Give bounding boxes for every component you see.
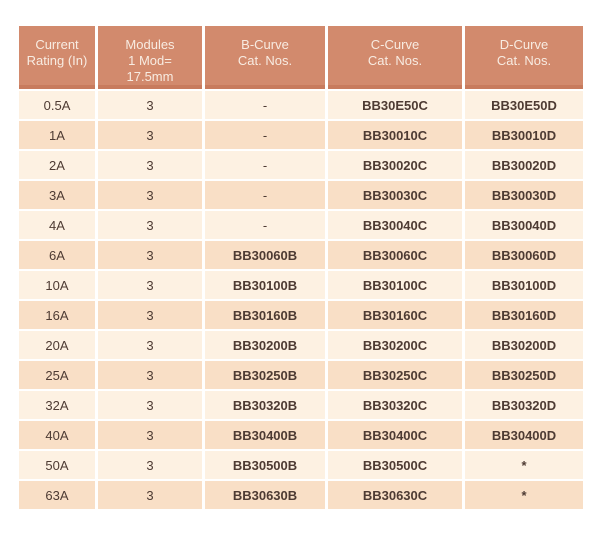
table-cell: BB30630B xyxy=(205,481,325,509)
table-cell: 63A xyxy=(19,481,95,509)
table-cell: BB30060C xyxy=(328,241,462,269)
table-cell: - xyxy=(205,121,325,149)
table-cell: BB30320D xyxy=(465,391,583,419)
table-cell: BB30400C xyxy=(328,421,462,449)
table-cell: BB30060B xyxy=(205,241,325,269)
table-cell: 3 xyxy=(98,241,202,269)
table-cell: BB30040C xyxy=(328,211,462,239)
table-cell: 0.5A xyxy=(19,91,95,119)
table-cell: 3 xyxy=(98,451,202,479)
table-cell: BB30E50D xyxy=(465,91,583,119)
table-cell: BB30E50C xyxy=(328,91,462,119)
table-cell: BB30160D xyxy=(465,301,583,329)
table-cell: - xyxy=(205,181,325,209)
table-cell: 3 xyxy=(98,481,202,509)
table-cell: 3A xyxy=(19,181,95,209)
table-cell: BB30320B xyxy=(205,391,325,419)
table-cell: 3 xyxy=(98,271,202,299)
table-cell: BB30320C xyxy=(328,391,462,419)
table-cell: BB30040D xyxy=(465,211,583,239)
table-cell: BB30100C xyxy=(328,271,462,299)
table-cell: BB30630C xyxy=(328,481,462,509)
column-header-d-curve: D-Curve Cat. Nos. xyxy=(465,26,583,89)
table-cell: BB30250C xyxy=(328,361,462,389)
table-cell: 3 xyxy=(98,211,202,239)
table-cell: 3 xyxy=(98,421,202,449)
column-header-c-curve: C-Curve Cat. Nos. xyxy=(328,26,462,89)
table-cell: 3 xyxy=(98,391,202,419)
table-cell: 3 xyxy=(98,91,202,119)
table-cell: 32A xyxy=(19,391,95,419)
table-cell: 6A xyxy=(19,241,95,269)
table-cell: 3 xyxy=(98,121,202,149)
table-cell: 40A xyxy=(19,421,95,449)
table-cell: 25A xyxy=(19,361,95,389)
table-cell: BB30030C xyxy=(328,181,462,209)
table-cell: BB30010C xyxy=(328,121,462,149)
table-cell: 16A xyxy=(19,301,95,329)
table-cell: 3 xyxy=(98,151,202,179)
table-cell: BB30020C xyxy=(328,151,462,179)
table-cell: - xyxy=(205,151,325,179)
table-cell: BB30250D xyxy=(465,361,583,389)
catalog-table: Current Rating (In) Modules 1 Mod= 17.5m… xyxy=(19,26,583,509)
column-header-current-rating: Current Rating (In) xyxy=(19,26,95,89)
table-cell: BB30100B xyxy=(205,271,325,299)
table-cell: BB30250B xyxy=(205,361,325,389)
table-cell: BB30160B xyxy=(205,301,325,329)
table-cell: 1A xyxy=(19,121,95,149)
table-cell: BB30200B xyxy=(205,331,325,359)
table-cell: BB30100D xyxy=(465,271,583,299)
table-cell: BB30200C xyxy=(328,331,462,359)
table-cell: 3 xyxy=(98,331,202,359)
column-header-modules: Modules 1 Mod= 17.5mm xyxy=(98,26,202,89)
table-cell: BB30020D xyxy=(465,151,583,179)
table-cell: BB30060D xyxy=(465,241,583,269)
table-cell: - xyxy=(205,211,325,239)
table-cell: BB30200D xyxy=(465,331,583,359)
table-cell: * xyxy=(465,481,583,509)
table-cell: BB30160C xyxy=(328,301,462,329)
table-cell: 4A xyxy=(19,211,95,239)
table-cell: 3 xyxy=(98,301,202,329)
table-cell: - xyxy=(205,91,325,119)
table-cell: 10A xyxy=(19,271,95,299)
catalog-table-grid: Current Rating (In) Modules 1 Mod= 17.5m… xyxy=(19,26,583,509)
table-cell: BB30030D xyxy=(465,181,583,209)
table-cell: BB30400D xyxy=(465,421,583,449)
table-cell: 3 xyxy=(98,361,202,389)
table-cell: 20A xyxy=(19,331,95,359)
table-cell: 3 xyxy=(98,181,202,209)
column-header-b-curve: B-Curve Cat. Nos. xyxy=(205,26,325,89)
table-cell: * xyxy=(465,451,583,479)
table-cell: BB30400B xyxy=(205,421,325,449)
table-cell: BB30500C xyxy=(328,451,462,479)
table-cell: 50A xyxy=(19,451,95,479)
table-cell: BB30010D xyxy=(465,121,583,149)
table-cell: 2A xyxy=(19,151,95,179)
table-cell: BB30500B xyxy=(205,451,325,479)
